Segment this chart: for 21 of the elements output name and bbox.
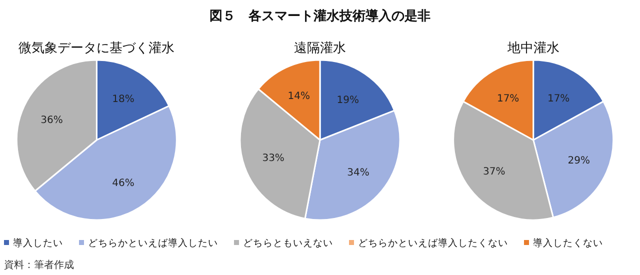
chart-title: 地中灌水 — [506, 41, 560, 56]
data-label: 14% — [288, 91, 310, 102]
data-label: 36% — [40, 114, 63, 126]
data-label: 29% — [568, 156, 590, 167]
data-label: 17% — [547, 93, 570, 104]
legend-label: 導入したい — [13, 237, 63, 249]
data-label: 18% — [112, 94, 134, 106]
legend-label: どちらともいえない — [243, 238, 333, 249]
data-label: 37% — [483, 166, 506, 178]
chart-title: 遠隔灌水 — [294, 41, 346, 56]
text: 資料：筆者作成 — [4, 259, 74, 271]
legend-label: 導入したくない — [533, 237, 603, 249]
legend-label: どちらかといえば導入したくない — [358, 237, 508, 249]
data-label: 33% — [262, 152, 284, 164]
legend-label: どちらかといえば導入したい — [88, 237, 218, 249]
data-label: 34% — [347, 168, 370, 179]
chart-title: 微気象データに基づく灌水 — [18, 41, 175, 56]
data-label: 19% — [336, 94, 359, 106]
data-label: 46% — [112, 178, 134, 189]
caption: 図５ 各スマート灌水技術導入の是非 — [210, 8, 430, 24]
data-label: 17% — [496, 93, 520, 104]
